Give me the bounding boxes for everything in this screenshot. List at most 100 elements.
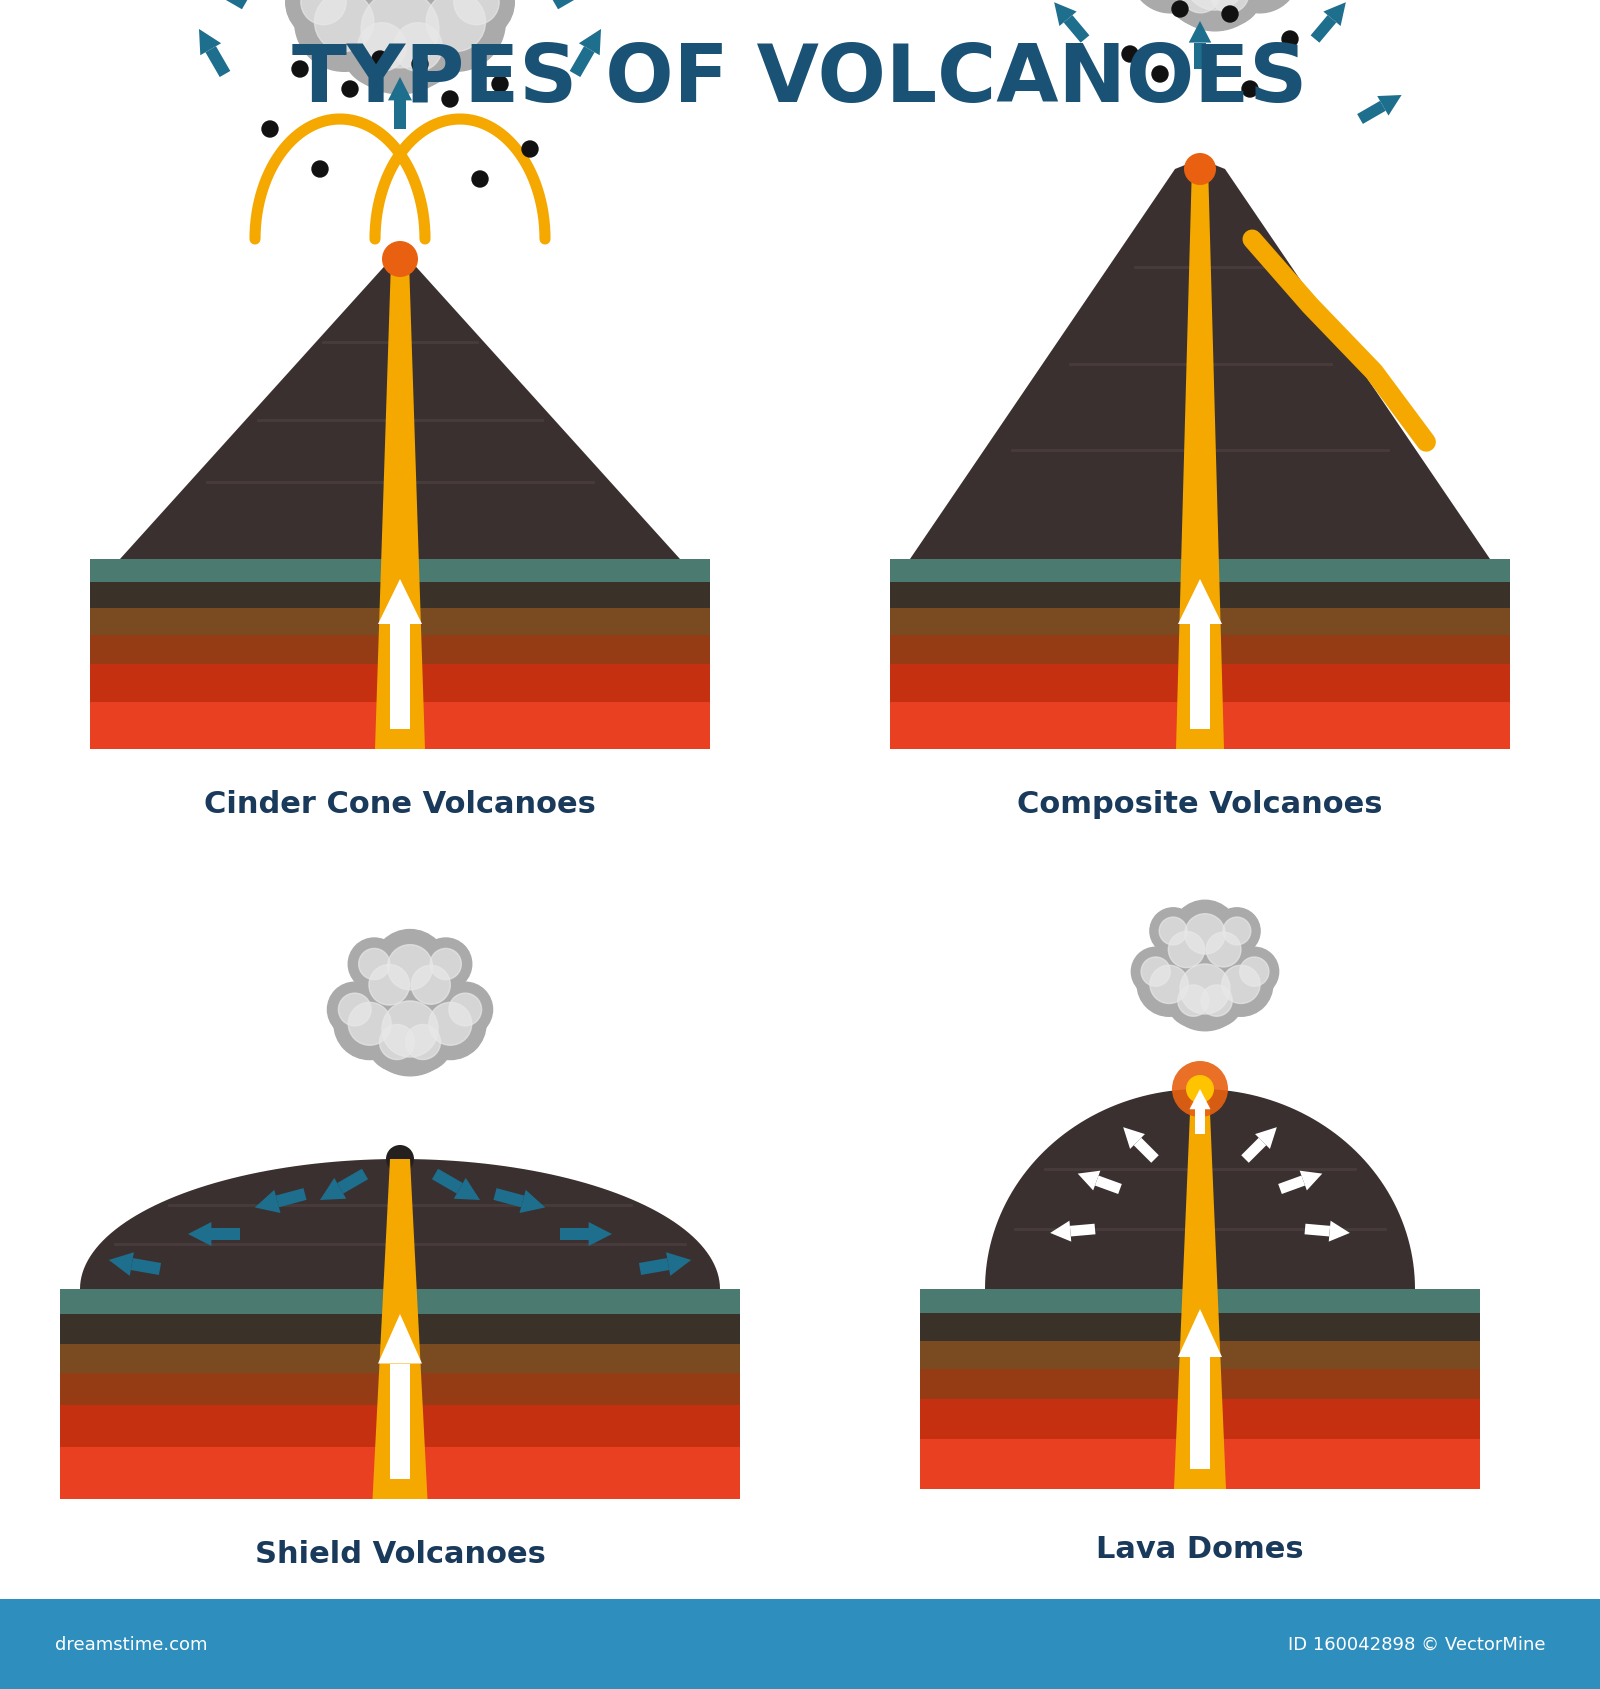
Circle shape <box>1152 68 1168 83</box>
Circle shape <box>358 949 390 980</box>
Circle shape <box>1222 7 1238 24</box>
Circle shape <box>1184 154 1216 186</box>
Bar <box>61 1447 739 1500</box>
Circle shape <box>1282 32 1298 47</box>
Circle shape <box>382 1002 438 1057</box>
Polygon shape <box>432 1169 462 1194</box>
Bar <box>920 1439 1480 1490</box>
Circle shape <box>414 988 486 1061</box>
Polygon shape <box>1190 1358 1210 1469</box>
Circle shape <box>429 1003 472 1045</box>
Polygon shape <box>1310 17 1336 44</box>
Polygon shape <box>1178 579 1222 625</box>
Circle shape <box>1150 909 1197 954</box>
Bar <box>61 1344 739 1373</box>
Bar <box>890 635 1510 664</box>
Circle shape <box>1178 985 1210 1017</box>
Bar <box>90 664 710 703</box>
Circle shape <box>1210 0 1250 14</box>
Circle shape <box>1197 0 1262 27</box>
Bar <box>90 635 710 664</box>
Polygon shape <box>1195 1110 1205 1135</box>
Polygon shape <box>254 1191 280 1213</box>
Polygon shape <box>218 0 248 10</box>
Polygon shape <box>1064 17 1090 44</box>
Text: ID 160042898 © VectorMine: ID 160042898 © VectorMine <box>1288 1635 1546 1654</box>
Circle shape <box>1158 917 1187 946</box>
Circle shape <box>394 24 442 73</box>
Bar <box>0 1599 1600 1689</box>
Polygon shape <box>1194 44 1206 69</box>
Circle shape <box>493 78 509 93</box>
Circle shape <box>1186 1076 1214 1103</box>
Circle shape <box>315 0 374 52</box>
Circle shape <box>1163 948 1246 1032</box>
Circle shape <box>1240 958 1269 986</box>
Circle shape <box>442 91 458 108</box>
Circle shape <box>262 122 278 138</box>
Circle shape <box>1179 964 1230 1015</box>
Bar <box>61 1373 739 1405</box>
Polygon shape <box>390 1363 410 1480</box>
Circle shape <box>1171 900 1238 968</box>
Circle shape <box>472 172 488 187</box>
Circle shape <box>379 1025 414 1061</box>
Polygon shape <box>1328 1221 1350 1241</box>
Circle shape <box>450 993 482 1027</box>
Circle shape <box>291 62 307 78</box>
Polygon shape <box>1134 1138 1158 1164</box>
Polygon shape <box>1190 625 1210 730</box>
Circle shape <box>342 83 358 98</box>
Circle shape <box>1222 917 1251 946</box>
Polygon shape <box>1178 1309 1222 1358</box>
Circle shape <box>358 24 406 73</box>
Circle shape <box>1221 0 1299 14</box>
Circle shape <box>1168 932 1205 968</box>
Bar <box>920 1289 1480 1314</box>
Bar <box>890 583 1510 610</box>
Bar <box>920 1370 1480 1398</box>
Bar <box>890 703 1510 750</box>
Circle shape <box>363 983 458 1076</box>
Circle shape <box>1141 958 1170 986</box>
Circle shape <box>370 964 410 1005</box>
Circle shape <box>1230 948 1278 997</box>
Polygon shape <box>1254 1128 1277 1149</box>
Polygon shape <box>1304 1225 1330 1236</box>
Text: Cinder Cone Volcanoes: Cinder Cone Volcanoes <box>205 789 595 819</box>
Circle shape <box>522 142 538 157</box>
Circle shape <box>1195 921 1253 980</box>
Polygon shape <box>394 101 406 130</box>
Circle shape <box>349 1003 390 1045</box>
Text: Shield Volcanoes: Shield Volcanoes <box>254 1539 546 1567</box>
Polygon shape <box>1189 1089 1211 1110</box>
Circle shape <box>426 0 485 52</box>
Text: Lava Domes: Lava Domes <box>1096 1534 1304 1562</box>
Polygon shape <box>1299 1170 1322 1191</box>
Polygon shape <box>1189 22 1211 44</box>
Circle shape <box>430 949 461 980</box>
Circle shape <box>1190 975 1243 1027</box>
Circle shape <box>419 939 472 990</box>
Circle shape <box>368 1013 426 1071</box>
Polygon shape <box>120 250 680 559</box>
Bar <box>90 610 710 635</box>
Circle shape <box>405 1025 440 1061</box>
Bar <box>90 703 710 750</box>
Circle shape <box>362 0 438 69</box>
Polygon shape <box>211 1228 240 1240</box>
Circle shape <box>336 0 466 95</box>
Polygon shape <box>1357 101 1386 125</box>
Polygon shape <box>638 1258 669 1275</box>
Polygon shape <box>666 1253 691 1277</box>
Circle shape <box>1171 2 1187 19</box>
Circle shape <box>1131 0 1210 14</box>
Bar <box>61 1289 739 1314</box>
Polygon shape <box>552 0 582 10</box>
Polygon shape <box>275 1189 307 1208</box>
Polygon shape <box>1176 166 1224 750</box>
Circle shape <box>1181 0 1221 14</box>
Circle shape <box>325 0 418 15</box>
Circle shape <box>294 0 394 73</box>
Bar <box>890 610 1510 635</box>
